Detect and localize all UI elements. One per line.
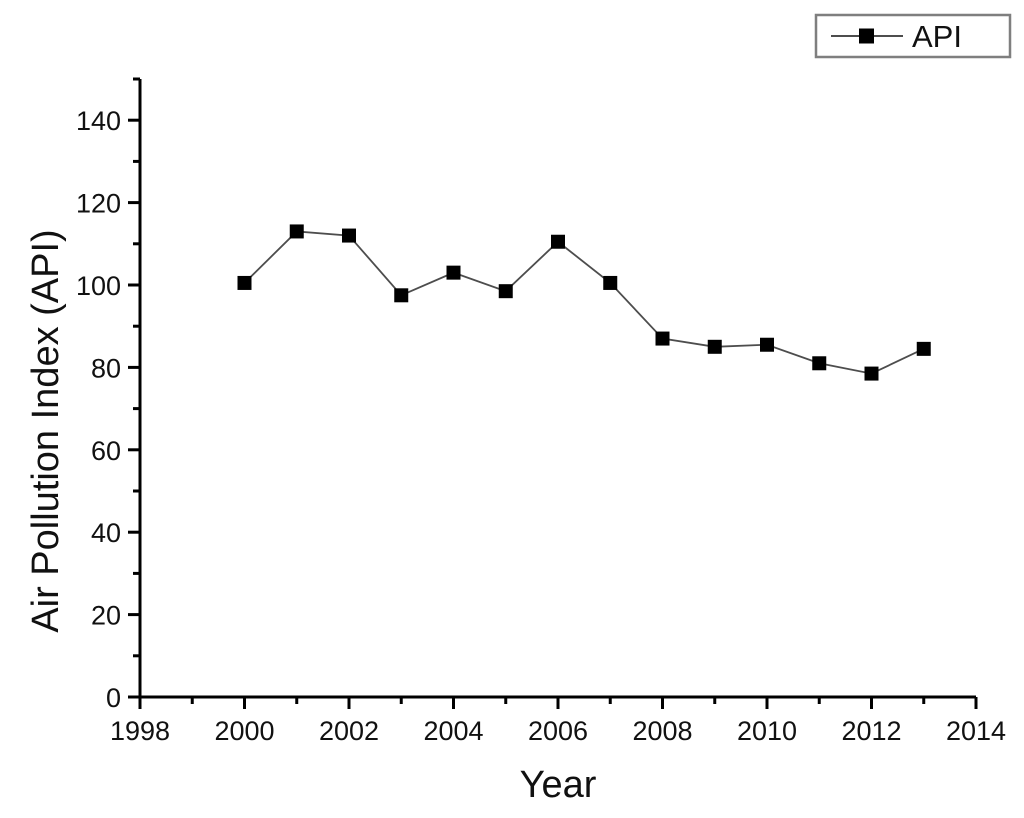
axes-layer: 1998 2000 2002 2004 2006 2008 2010 2012 2014 0 20 4… xyxy=(76,77,1006,746)
y-axis-title: Air Pollution Index (API) xyxy=(25,229,67,632)
y-tick-label: 40 xyxy=(91,518,121,548)
data-point-2013 xyxy=(916,341,931,356)
y-tick-label: 60 xyxy=(91,436,121,466)
y-tick-label: 100 xyxy=(76,271,121,301)
data-point-2009 xyxy=(707,339,722,354)
data-point-2011 xyxy=(812,356,827,371)
x-tick-label: 2004 xyxy=(423,716,483,746)
data-point-2004 xyxy=(446,265,461,280)
y-tick-label: 0 xyxy=(106,683,121,713)
x-tick-label: 2002 xyxy=(319,716,379,746)
data-point-2008 xyxy=(655,331,670,346)
x-tick-label: 2006 xyxy=(528,716,588,746)
data-point-2001 xyxy=(289,224,304,239)
data-point-2005 xyxy=(498,284,513,299)
series-layer xyxy=(237,224,931,381)
y-tick-label: 20 xyxy=(91,601,121,631)
legend-label: API xyxy=(912,19,962,54)
x-tick-label: 1998 xyxy=(110,716,170,746)
data-point-2003 xyxy=(394,288,409,303)
y-tick-label: 120 xyxy=(76,189,121,219)
data-point-2010 xyxy=(760,337,774,352)
data-point-2002 xyxy=(342,228,356,243)
x-tick-label: 2012 xyxy=(841,716,901,746)
x-tick-label: 2014 xyxy=(946,716,1006,746)
x-axis-title: Year xyxy=(520,764,597,806)
data-point-2007 xyxy=(603,275,618,290)
data-point-2000 xyxy=(237,275,252,290)
legend: API xyxy=(814,13,1012,59)
y-tick-label: 140 xyxy=(76,106,121,136)
x-tick-label: 2010 xyxy=(737,716,797,746)
y-tick-label: 80 xyxy=(91,353,121,383)
x-tick-label: 2008 xyxy=(632,716,692,746)
legend-marker-icon xyxy=(859,28,874,44)
series-line xyxy=(243,230,925,375)
data-point-2012 xyxy=(864,366,879,381)
data-point-2006 xyxy=(551,234,565,249)
x-tick-label: 2000 xyxy=(214,716,274,746)
